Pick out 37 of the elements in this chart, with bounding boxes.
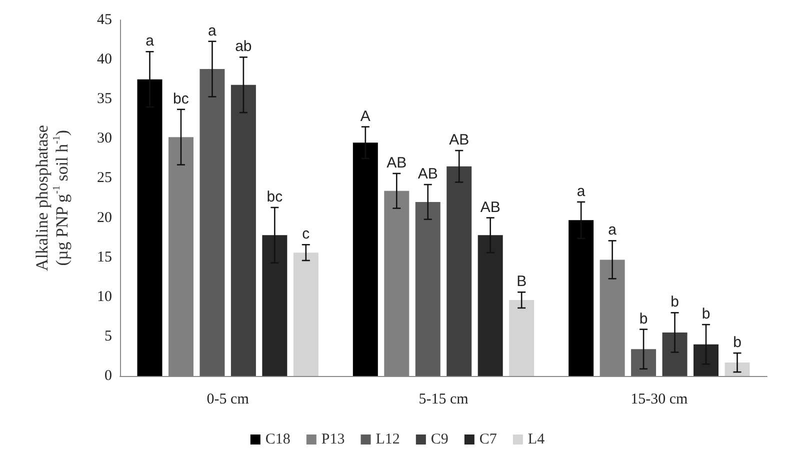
data-label: ab xyxy=(235,38,252,56)
y-tick-label: 20 xyxy=(97,210,112,226)
legend-label: C9 xyxy=(430,432,448,448)
data-label: AB xyxy=(418,166,438,183)
legend-label: L4 xyxy=(528,432,546,448)
data-label: b xyxy=(702,306,710,323)
data-label: b xyxy=(733,334,742,352)
y-tick-label: 25 xyxy=(97,170,112,186)
y-tick-label: 35 xyxy=(97,91,112,108)
data-label: a xyxy=(608,222,618,239)
data-label: bc xyxy=(266,188,284,206)
y-tick-label: 0 xyxy=(104,368,112,384)
y-tick-label: 15 xyxy=(97,249,112,266)
x-tick-label: 15-30 cm xyxy=(630,392,688,408)
legend-label: C18 xyxy=(265,432,290,448)
data-label: AB xyxy=(386,154,407,172)
y-tick-label: 5 xyxy=(104,328,112,344)
data-label: AB xyxy=(449,132,470,149)
y-tick-label: 40 xyxy=(97,52,112,68)
x-tick-label: 0-5 cm xyxy=(206,392,250,408)
y-tick-label: 30 xyxy=(97,130,112,147)
y-tick-label: 10 xyxy=(97,288,112,305)
data-label: a xyxy=(576,182,586,200)
data-label: bc xyxy=(173,90,190,108)
data-label: a xyxy=(146,32,155,50)
legend-label: L12 xyxy=(376,432,400,448)
data-label: c xyxy=(302,226,310,243)
data-label: a xyxy=(208,22,218,40)
legend-label: P13 xyxy=(321,432,345,448)
data-label: A xyxy=(360,108,370,125)
y-tick-label: 45 xyxy=(97,12,112,28)
legend-label: C7 xyxy=(479,432,498,448)
data-label: AB xyxy=(480,198,500,216)
x-tick-label: 5-15 cm xyxy=(418,392,469,408)
data-label: B xyxy=(516,273,527,290)
data-label: b xyxy=(670,294,679,311)
data-label: b xyxy=(639,310,648,328)
